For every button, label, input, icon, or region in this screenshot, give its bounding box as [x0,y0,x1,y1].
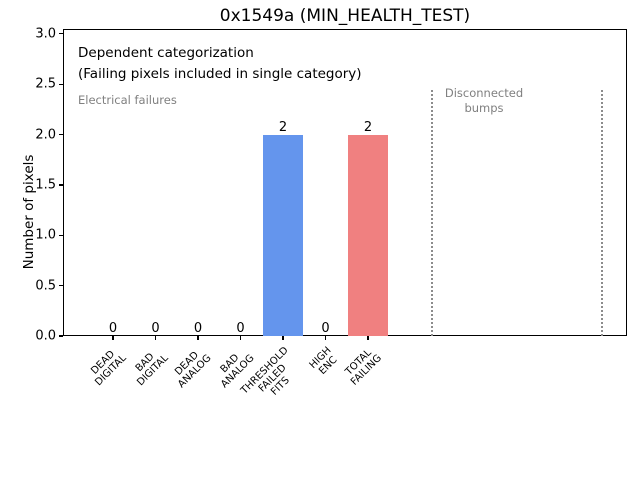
y-tick-mark [59,134,63,136]
y-tick-label: 0.0 [35,328,56,344]
y-tick-mark [59,33,63,35]
bar-value-label: 2 [363,119,373,135]
bar-value-label: 0 [151,321,160,336]
y-axis-label: Number of pixels [21,154,37,270]
bar [348,134,388,336]
separator-dotted-line [600,90,603,336]
x-tick-label: TOTAL FAILING [343,347,384,388]
chart-title: 0x1549a (MIN_HEALTH_TEST) [219,6,471,26]
x-tick-label: HIGH ENC [307,345,340,378]
annotation-electrical-failures: Electrical failures [78,93,177,107]
y-tick-mark [59,285,63,287]
y-tick-label: 1.0 [35,227,56,243]
annotation-dependent-categorization: Dependent categorization [78,45,254,61]
x-tick-mark [367,336,369,340]
x-tick-mark [239,336,242,340]
y-tick-mark [59,83,63,85]
x-tick-mark [282,336,284,340]
y-tick-mark [59,335,63,337]
bar-value-label: 2 [278,119,288,135]
y-tick-mark [59,234,63,236]
y-tick-label: 2.0 [35,127,56,143]
x-tick-label: DEAD DIGITAL [89,348,129,389]
bar-value-label: 0 [321,321,330,336]
y-tick-label: 3.0 [35,26,56,42]
x-tick-label: DEAD ANALOG [173,349,214,391]
annotation-failing-pixels: (Failing pixels included in single categ… [78,66,362,82]
y-tick-mark [59,184,63,186]
y-tick-label: 1.5 [35,177,56,193]
bar-value-label: 0 [193,321,203,336]
y-tick-label: 2.5 [35,76,56,92]
x-tick-mark [197,336,199,340]
separator-dotted-line [430,90,433,336]
bar-value-label: 0 [108,321,118,336]
x-tick-mark [324,336,327,340]
x-tick-label: BAD DIGITAL [134,351,172,389]
annotation-disconnected-bumps: Disconnected bumps [444,86,524,115]
bar [263,134,303,336]
bar-value-label: 0 [236,321,245,336]
plot-area: Number of pixels [21,29,627,336]
x-tick-mark [154,336,157,340]
x-tick-mark [112,336,114,340]
y-tick-label: 0.5 [35,278,56,294]
